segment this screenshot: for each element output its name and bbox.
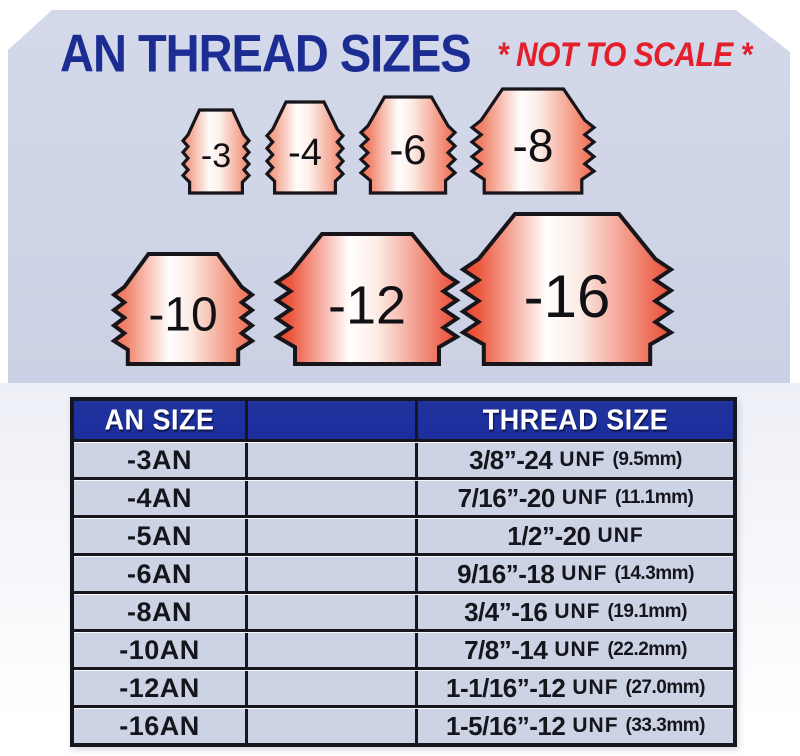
header-thread-size: THREAD SIZE <box>482 403 669 436</box>
an-size-cell: -8AN <box>74 595 248 629</box>
an-size-cell: -5AN <box>74 519 248 553</box>
an-size-cell: -16AN <box>74 709 248 743</box>
an-size-cell: -10AN <box>74 633 248 667</box>
fitting-label-6: -6 <box>389 126 426 173</box>
fitting-shape-6 <box>358 95 458 195</box>
thread-standard: UNF <box>572 714 619 737</box>
thread-size-table: AN SIZE THREAD SIZE -3AN 3/8”-24 UNF (9.5mm… <box>70 397 737 747</box>
fitting-label-16: -16 <box>524 263 611 330</box>
thread-size-cell: 7/8”-14 UNF (22.2mm) <box>418 633 733 667</box>
fitting-4: -4 <box>263 98 347 197</box>
fitting-label-10: -10 <box>148 288 217 341</box>
fitting-12: -12 <box>273 230 461 368</box>
fitting-shape-3 <box>180 108 252 195</box>
thread-fraction: 7/16”-20 <box>457 482 556 513</box>
thread-fraction: 9/16”-18 <box>457 558 555 589</box>
table-header-row: AN SIZE THREAD SIZE <box>74 400 733 442</box>
thread-mm: (9.5mm) <box>612 449 683 470</box>
thread-size-cell: 1-5/16”-12 UNF (33.3mm) <box>418 709 733 743</box>
thread-standard: UNF <box>559 448 606 471</box>
an-size-cell: -4AN <box>74 481 248 515</box>
thread-mm: (22.2mm) <box>607 639 687 660</box>
fitting-shape-16 <box>459 212 675 366</box>
thread-mm: (27.0mm) <box>625 677 706 698</box>
table-row: -6AN 9/16”-18 UNF (14.3mm) <box>74 556 733 594</box>
thread-standard: UNF <box>561 562 608 585</box>
thread-mm: (33.3mm) <box>625 715 706 736</box>
fitting-8: -8 <box>468 85 598 197</box>
fitting-shape-8 <box>469 87 597 195</box>
empty-cell <box>248 633 418 667</box>
thread-size-cell: 1/2”-20 UNF <box>418 519 733 553</box>
thread-size-cell: 3/4”-16 UNF (19.1mm) <box>418 595 733 629</box>
thread-fraction: 1/2”-20 <box>507 520 591 551</box>
fitting-shape-4 <box>264 100 346 195</box>
thread-standard: UNF <box>572 676 619 699</box>
fitting-3: -3 <box>179 106 253 197</box>
table-row: -4AN 7/16”-20 UNF (11.1mm) <box>74 480 733 518</box>
table-row: -10AN 7/8”-14 UNF (22.2mm) <box>74 632 733 670</box>
thread-mm: (19.1mm) <box>607 601 687 622</box>
table-row: -5AN 1/2”-20 UNF <box>74 518 733 556</box>
fitting-shape-10 <box>110 252 256 366</box>
thread-fraction: 1-1/16”-12 <box>446 672 566 703</box>
fitting-6: -6 <box>357 93 459 197</box>
thread-mm: (11.1mm) <box>614 487 694 508</box>
header-an-size: AN SIZE <box>74 400 248 440</box>
empty-cell <box>248 481 418 515</box>
thread-size-cell: 9/16”-18 UNF (14.3mm) <box>418 557 733 591</box>
table-rows: -3AN 3/8”-24 UNF (9.5mm) -4AN 7/16”-20 UNF (11.… <box>74 442 733 743</box>
thread-fraction: 1-5/16”-12 <box>446 710 566 741</box>
thread-standard: UNF <box>554 638 601 661</box>
thread-size-cell: 3/8”-24 UNF (9.5mm) <box>418 443 733 477</box>
empty-cell <box>248 557 418 591</box>
fitting-16: -16 <box>459 210 675 368</box>
table-row: -3AN 3/8”-24 UNF (9.5mm) <box>74 442 733 480</box>
header-middle <box>248 400 418 440</box>
fitting-label-12: -12 <box>328 276 406 336</box>
thread-fraction: 3/4”-16 <box>464 596 548 627</box>
thread-standard: UNF <box>561 486 608 509</box>
fitting-10: -10 <box>110 250 256 368</box>
thread-mm: (14.3mm) <box>614 563 694 584</box>
fitting-shape-12 <box>273 232 461 366</box>
page-title: AN THREAD SIZES <box>60 23 472 83</box>
table-row: -12AN 1-1/16”-12 UNF (27.0mm) <box>74 670 733 708</box>
thread-size-cell: 1-1/16”-12 UNF (27.0mm) <box>418 671 733 705</box>
an-size-cell: -12AN <box>74 671 248 705</box>
table-row: -8AN 3/4”-16 UNF (19.1mm) <box>74 594 733 632</box>
thread-standard: UNF <box>554 600 601 623</box>
empty-cell <box>248 519 418 553</box>
thread-fraction: 3/8”-24 <box>469 444 553 475</box>
not-to-scale-label: * NOT TO SCALE * <box>497 36 752 74</box>
fitting-label-8: -8 <box>513 119 554 171</box>
empty-cell <box>248 709 418 743</box>
an-size-cell: -3AN <box>74 443 248 477</box>
thread-standard: UNF <box>597 524 644 547</box>
empty-cell <box>248 443 418 477</box>
empty-cell <box>248 671 418 705</box>
thread-size-cell: 7/16”-20 UNF (11.1mm) <box>418 481 733 515</box>
fitting-label-3: -3 <box>201 137 231 175</box>
thread-fraction: 7/8”-14 <box>464 634 548 665</box>
empty-cell <box>248 595 418 629</box>
table-row: -16AN 1-5/16”-12 UNF (33.3mm) <box>74 708 733 743</box>
an-size-cell: -6AN <box>74 557 248 591</box>
fitting-label-4: -4 <box>288 132 322 174</box>
